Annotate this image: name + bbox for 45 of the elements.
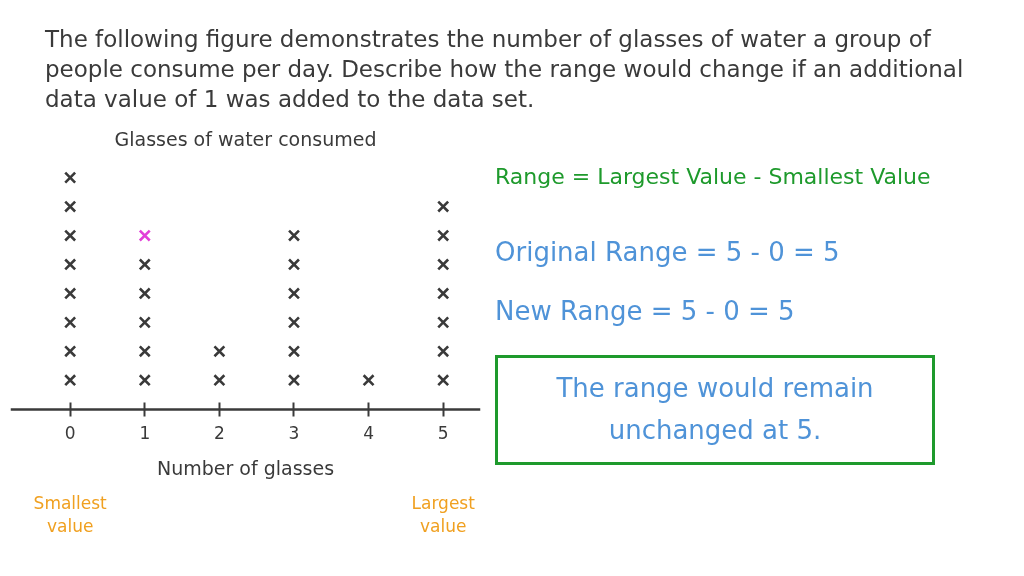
x-tick-label: 5 xyxy=(437,422,449,443)
point xyxy=(287,286,301,300)
point xyxy=(436,373,450,387)
x-tick-label: 4 xyxy=(363,422,375,443)
text: New Range = 5 - 0 = 5 xyxy=(495,295,795,329)
point xyxy=(436,257,450,271)
point xyxy=(436,228,450,242)
point xyxy=(138,228,152,242)
point xyxy=(213,344,226,358)
point xyxy=(63,286,77,300)
point xyxy=(287,228,301,242)
point xyxy=(138,257,152,271)
point xyxy=(63,257,77,271)
point xyxy=(138,315,152,329)
point xyxy=(436,286,450,300)
point xyxy=(63,315,77,329)
text: Original Range = 5 - 0 = 5 xyxy=(495,236,840,270)
point xyxy=(63,228,77,242)
text: The following figure demonstrates the number of glasses of water a group of people consume per day. Describe how the range would change if an additional data value of 1 was added to the data set. xyxy=(45,25,965,114)
point xyxy=(63,200,77,213)
x-axis-title: Number of glasses xyxy=(156,456,335,479)
point xyxy=(287,315,301,329)
point xyxy=(138,373,152,387)
point xyxy=(63,373,77,387)
text: Largest value xyxy=(411,492,476,536)
x-tick-label: 3 xyxy=(288,422,300,443)
point xyxy=(213,373,226,387)
x-tick-label: 2 xyxy=(213,422,225,443)
point xyxy=(436,315,450,329)
x-tick-label: 0 xyxy=(64,422,76,443)
point xyxy=(287,344,301,358)
point xyxy=(436,344,450,358)
point xyxy=(63,171,77,184)
point xyxy=(138,344,152,358)
text: Range = Largest Value - Smallest Value xyxy=(495,162,931,191)
x-tick-label: 1 xyxy=(139,422,151,443)
point xyxy=(436,200,450,213)
point xyxy=(287,373,301,387)
text: The range would remain unchanged at 5. xyxy=(555,372,875,447)
point xyxy=(287,257,301,271)
point xyxy=(362,373,375,387)
chart-title: Glasses of water consumed xyxy=(114,127,377,150)
text: Smallest value xyxy=(33,492,108,536)
point xyxy=(63,344,77,358)
point xyxy=(138,286,152,300)
